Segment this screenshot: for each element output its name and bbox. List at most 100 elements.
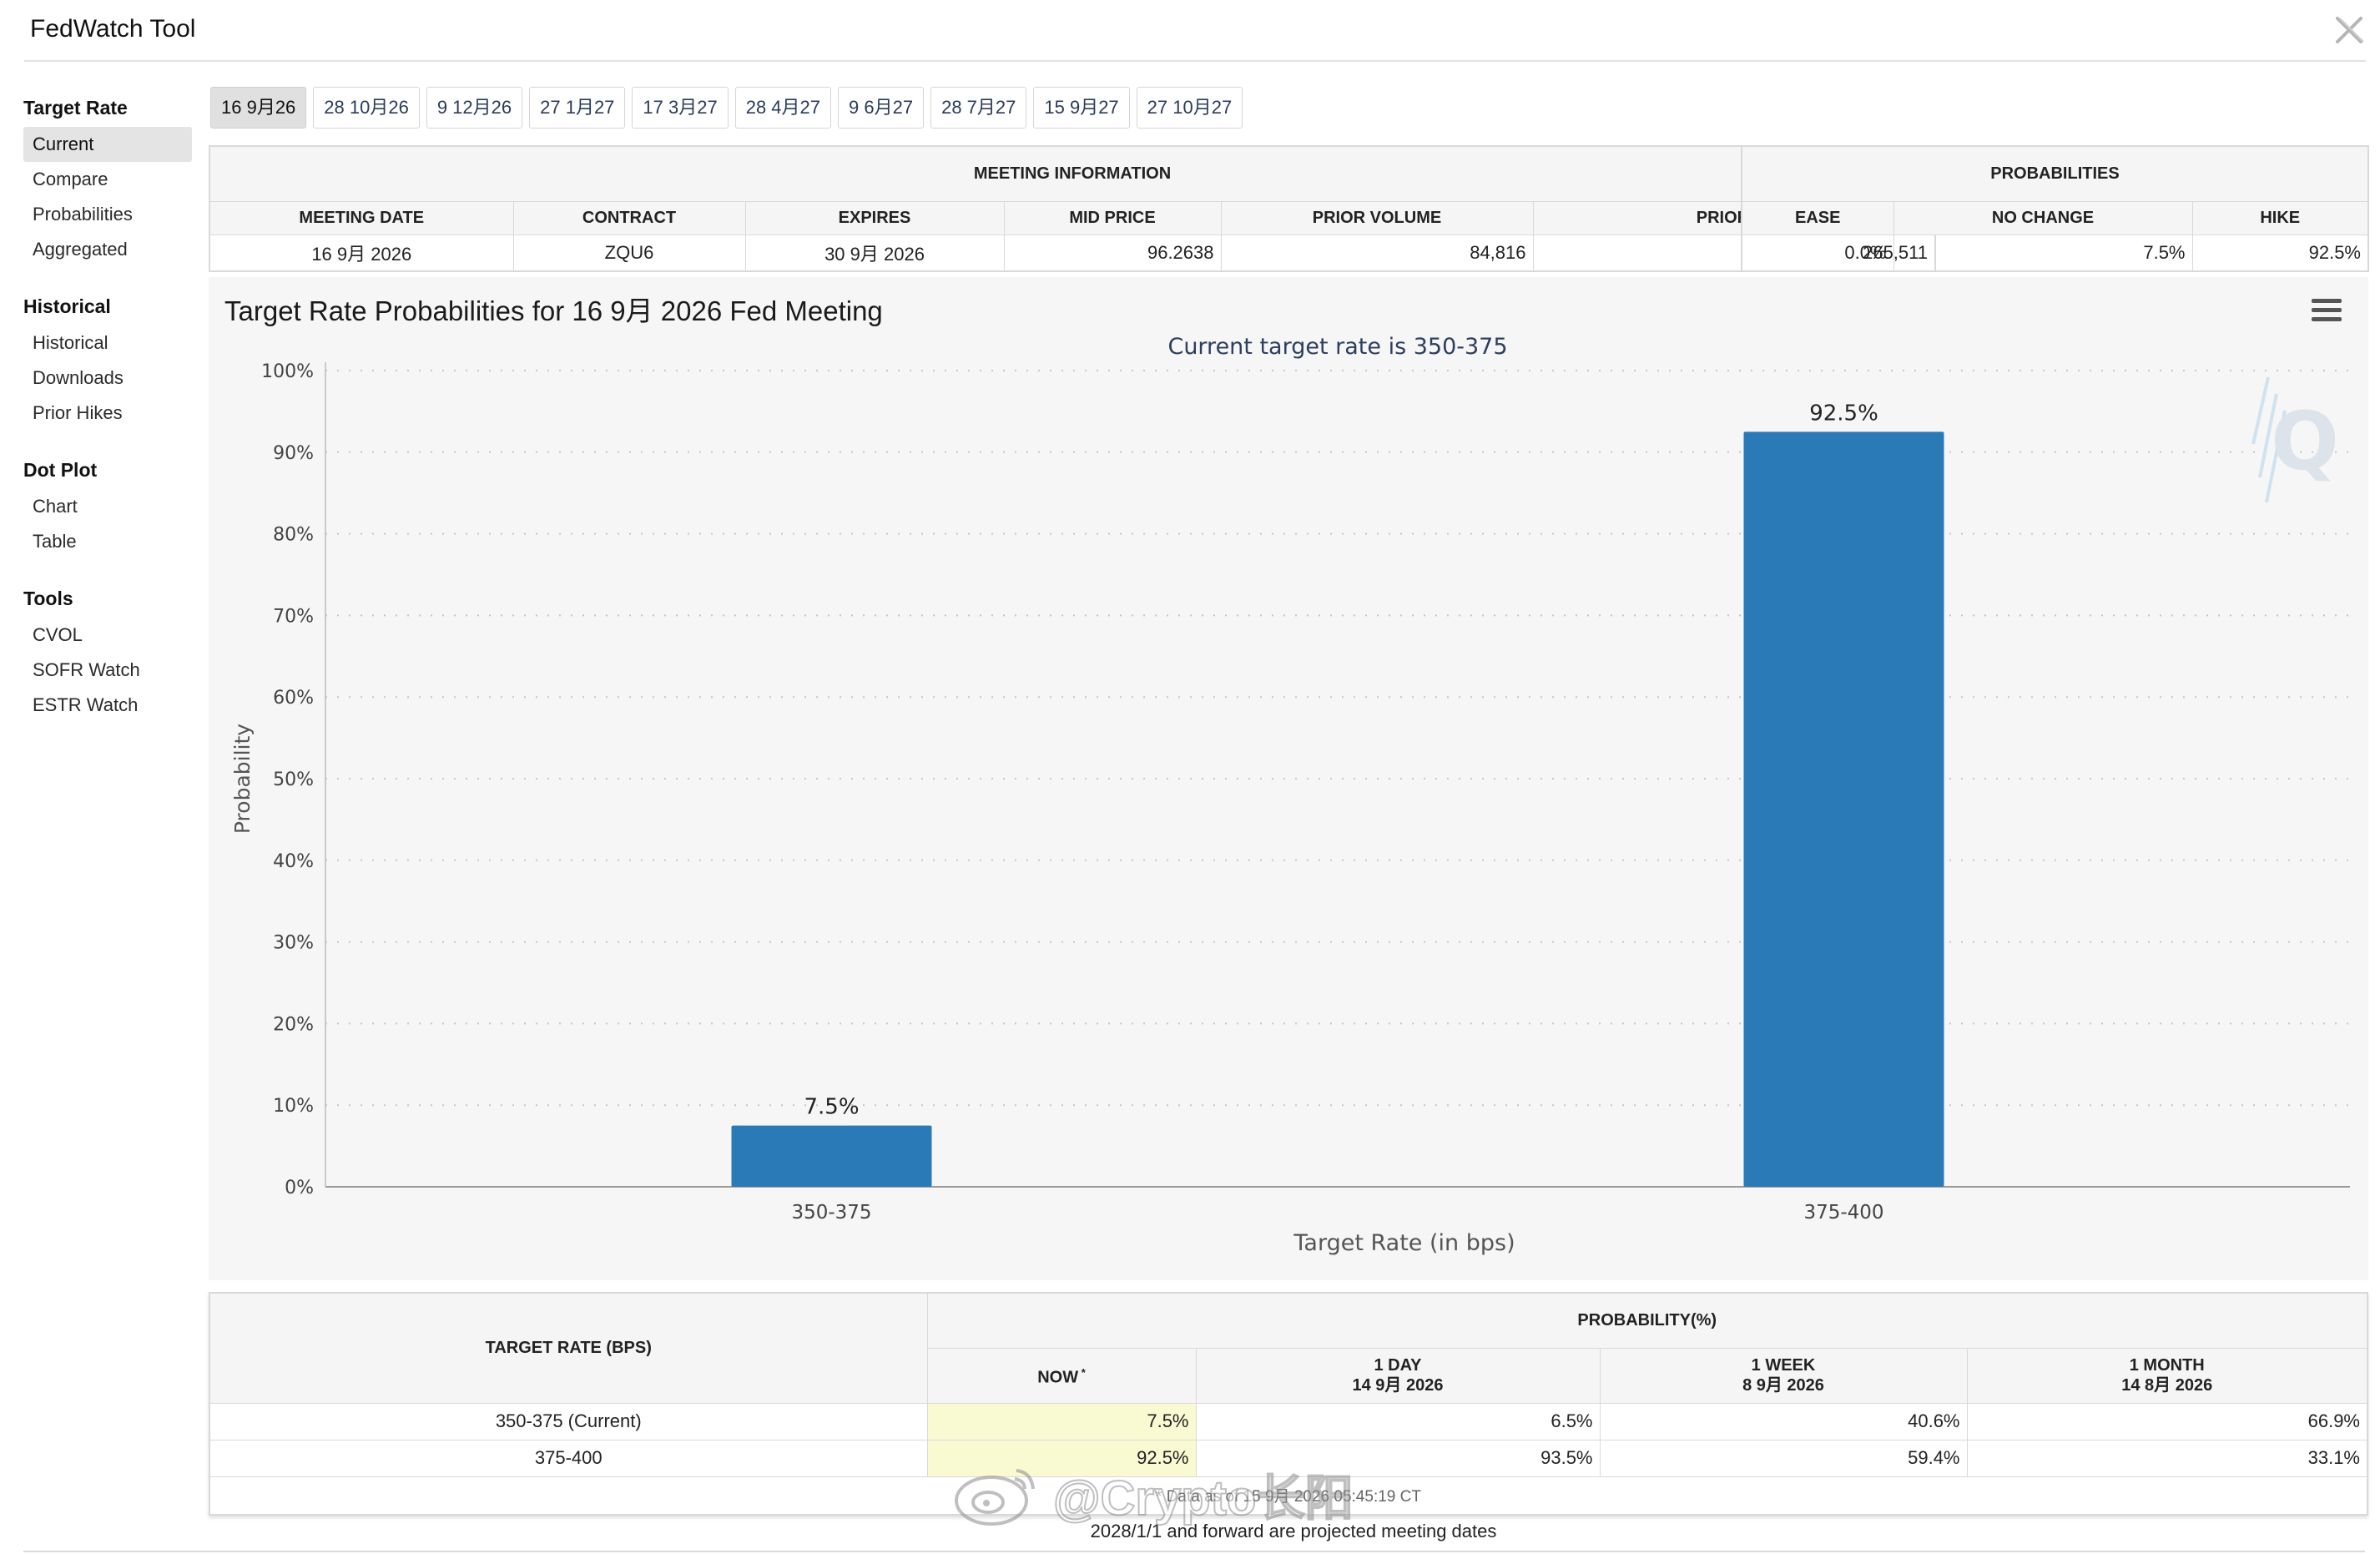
x-axis-label: Target Rate (in bps) xyxy=(1293,1230,1515,1256)
sidebar-item-downloads[interactable]: Downloads xyxy=(33,367,124,388)
one-month-cell: 66.9% xyxy=(1966,1402,2368,1440)
sidebar-group-tools: Tools CVOL SOFR Watch ESTR Watch xyxy=(23,579,192,723)
sidebar: Target Rate Current Compare Probabilitie… xyxy=(23,88,192,743)
probabilities-caption: PROBABILITIES xyxy=(1741,145,2369,202)
tab-meeting[interactable]: 9 12月26 xyxy=(426,87,523,129)
sidebar-heading: Dot Plot xyxy=(23,459,98,481)
meeting-date-value: 16 9月 2026 xyxy=(209,234,514,272)
col-expires: EXPIRES xyxy=(744,200,1005,235)
table-row: 350-375 (Current) 7.5% 6.5% 40.6% 66.9% xyxy=(209,1402,2368,1440)
sidebar-item-sofr-watch[interactable]: SOFR Watch xyxy=(33,659,140,680)
chart-subtitle: Current target rate is 350-375 xyxy=(1167,334,1507,360)
no-change-value: 7.5% xyxy=(1893,234,2193,272)
col-mid-price: MID PRICE xyxy=(1003,200,1222,235)
sidebar-heading: Historical xyxy=(23,295,111,317)
brand-logo-icon xyxy=(2251,376,2287,503)
sidebar-item-cvol[interactable]: CVOL xyxy=(33,624,83,645)
data-as-of-note: * Data as of 15 9月 2026 05:45:19 CT xyxy=(209,1476,2368,1516)
sidebar-item-aggregated[interactable]: Aggregated xyxy=(33,239,128,260)
one-week-cell: 59.4% xyxy=(1599,1439,1968,1477)
bar xyxy=(731,1125,932,1187)
tab-meeting[interactable]: 27 10月27 xyxy=(1136,87,1243,129)
sidebar-item-probabilities[interactable]: Probabilities xyxy=(33,204,133,225)
probabilities-table: PROBABILITIES EASE NO CHANGE HIKE 0.0% 7… xyxy=(1741,145,2369,272)
sidebar-item-table[interactable]: Table xyxy=(33,531,77,552)
col-1-month: 1 MONTH 14 8月 2026 xyxy=(1966,1347,2368,1404)
col-1-day: 1 DAY 14 9月 2026 xyxy=(1195,1347,1601,1404)
sidebar-group-dot-plot: Dot Plot Chart Table xyxy=(23,451,192,559)
one-day-cell: 93.5% xyxy=(1195,1439,1601,1477)
tab-meeting[interactable]: 17 3月27 xyxy=(632,87,729,129)
y-tick-label: 10% xyxy=(273,1096,314,1117)
col-1-week: 1 WEEK 8 9月 2026 xyxy=(1599,1347,1968,1404)
col-probability: PROBABILITY(%) xyxy=(926,1292,2368,1349)
col-now: NOW * xyxy=(926,1347,1197,1404)
col-ease: EASE xyxy=(1741,200,1894,235)
brand-logo-letter: Q xyxy=(2271,395,2339,488)
sidebar-group-target-rate: Target Rate Current Compare Probabilitie… xyxy=(23,88,192,267)
col-meeting-date: MEETING DATE xyxy=(209,200,514,235)
chart-menu-icon[interactable] xyxy=(2312,299,2342,325)
one-day-cell: 6.5% xyxy=(1195,1402,1601,1440)
y-tick-label: 0% xyxy=(285,1178,314,1198)
tab-meeting[interactable]: 16 9月26 xyxy=(210,87,307,129)
sidebar-group-historical: Historical Historical Downloads Prior Hi… xyxy=(23,287,192,431)
one-month-cell: 33.1% xyxy=(1966,1439,2368,1477)
y-tick-label: 90% xyxy=(273,443,314,464)
meeting-info-caption: MEETING INFORMATION xyxy=(209,145,1936,202)
tab-meeting[interactable]: 28 10月26 xyxy=(313,87,420,129)
bar-chart: Current target rate is 350-375 0% 10% 20% 30… xyxy=(230,334,2350,1256)
y-tick-label: 100% xyxy=(261,361,314,382)
tab-meeting[interactable]: 9 6月27 xyxy=(838,87,925,129)
col-hike: HIKE xyxy=(2191,200,2369,235)
tab-meeting[interactable]: 15 9月27 xyxy=(1033,87,1130,129)
tab-meeting[interactable]: 28 4月27 xyxy=(734,87,832,129)
rate-cell: 375-400 xyxy=(209,1439,928,1477)
y-tick-label: 40% xyxy=(273,851,314,872)
data-label: 7.5% xyxy=(804,1095,859,1120)
now-cell: 92.5% xyxy=(926,1439,1197,1477)
y-axis-label: Probability xyxy=(230,724,255,834)
contract-value: ZQU6 xyxy=(512,234,746,272)
col-target-rate: TARGET RATE (BPS) xyxy=(209,1292,928,1404)
one-week-cell: 40.6% xyxy=(1599,1402,1968,1440)
col-contract: CONTRACT xyxy=(512,200,746,235)
y-tick-label: 70% xyxy=(273,606,314,627)
tab-meeting[interactable]: 27 1月27 xyxy=(529,87,626,129)
prior-volume-value: 84,816 xyxy=(1220,234,1534,272)
sidebar-item-compare[interactable]: Compare xyxy=(33,169,108,189)
data-label: 92.5% xyxy=(1809,401,1878,426)
now-cell: 7.5% xyxy=(926,1402,1197,1440)
probability-history-table: TARGET RATE (BPS) PROBABILITY(%) NOW * 1… xyxy=(209,1292,2368,1516)
title-bar: FedWatch Tool xyxy=(24,0,2366,62)
x-tick-label: 350-375 xyxy=(791,1202,871,1224)
bar xyxy=(1743,431,1944,1187)
sidebar-item-estr-watch[interactable]: ESTR Watch xyxy=(33,694,139,715)
sidebar-item-current[interactable]: Current xyxy=(23,127,192,162)
x-tick-label: 375-400 xyxy=(1803,1202,1883,1224)
rate-cell: 350-375 (Current) xyxy=(209,1402,928,1440)
close-icon[interactable] xyxy=(2332,13,2366,47)
chart-panel: Target Rate Probabilities for 16 9月 2026… xyxy=(209,277,2368,1280)
y-tick-label: 50% xyxy=(273,769,314,790)
y-tick-label: 80% xyxy=(273,525,314,546)
sidebar-item-chart[interactable]: Chart xyxy=(33,496,78,517)
sidebar-item-prior-hikes[interactable]: Prior Hikes xyxy=(33,402,123,423)
app-title: FedWatch Tool xyxy=(30,15,196,43)
expires-value: 30 9月 2026 xyxy=(744,234,1005,272)
sidebar-heading: Tools xyxy=(23,588,73,609)
footer-divider xyxy=(23,1551,2365,1552)
hike-value: 92.5% xyxy=(2191,234,2369,272)
chart-title: Target Rate Probabilities for 16 9月 2026… xyxy=(224,295,883,326)
watermark: @Crypto长阳 xyxy=(951,1459,1354,1529)
sidebar-item-historical[interactable]: Historical xyxy=(33,332,108,353)
sidebar-heading: Target Rate xyxy=(23,97,128,119)
weibo-logo-icon xyxy=(955,1469,1035,1526)
y-tick-label: 60% xyxy=(273,688,314,709)
ease-value: 0.0% xyxy=(1741,234,1894,272)
tab-meeting[interactable]: 28 7月27 xyxy=(930,87,1027,129)
projected-dates-note: 2028/1/1 and forward are projected meeti… xyxy=(1090,1521,1497,1541)
col-prior-volume: PRIOR VOLUME xyxy=(1220,200,1534,235)
watermark-text: @Crypto长阳 xyxy=(1052,1471,1354,1526)
table-row: 375-400 92.5% 93.5% 59.4% 33.1% xyxy=(209,1439,2368,1477)
